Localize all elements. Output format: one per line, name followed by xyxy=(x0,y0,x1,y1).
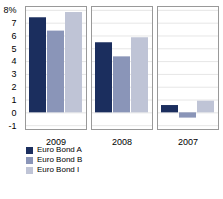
html-text:Euro Bond B: Euro Bond B xyxy=(37,155,83,164)
svg-text:4: 4 xyxy=(11,56,16,66)
svg-text:3: 3 xyxy=(11,69,16,79)
svg-text:5: 5 xyxy=(11,44,16,54)
svg-text:8%: 8% xyxy=(3,5,16,15)
svg-text:2008: 2008 xyxy=(112,137,132,145)
svg-text:1: 1 xyxy=(11,95,16,105)
svg-text:2009: 2009 xyxy=(46,137,66,145)
svg-text:7: 7 xyxy=(11,18,16,28)
svg-text:-1: -1 xyxy=(8,121,16,131)
svg-text:2007: 2007 xyxy=(178,137,198,145)
html-text:Euro Bond A: Euro Bond A xyxy=(37,145,82,154)
svg-text:2: 2 xyxy=(11,82,16,92)
html-text:Euro Bond I: Euro Bond I xyxy=(37,165,80,174)
svg-text:0: 0 xyxy=(11,108,16,118)
svg-text:6: 6 xyxy=(11,31,16,41)
